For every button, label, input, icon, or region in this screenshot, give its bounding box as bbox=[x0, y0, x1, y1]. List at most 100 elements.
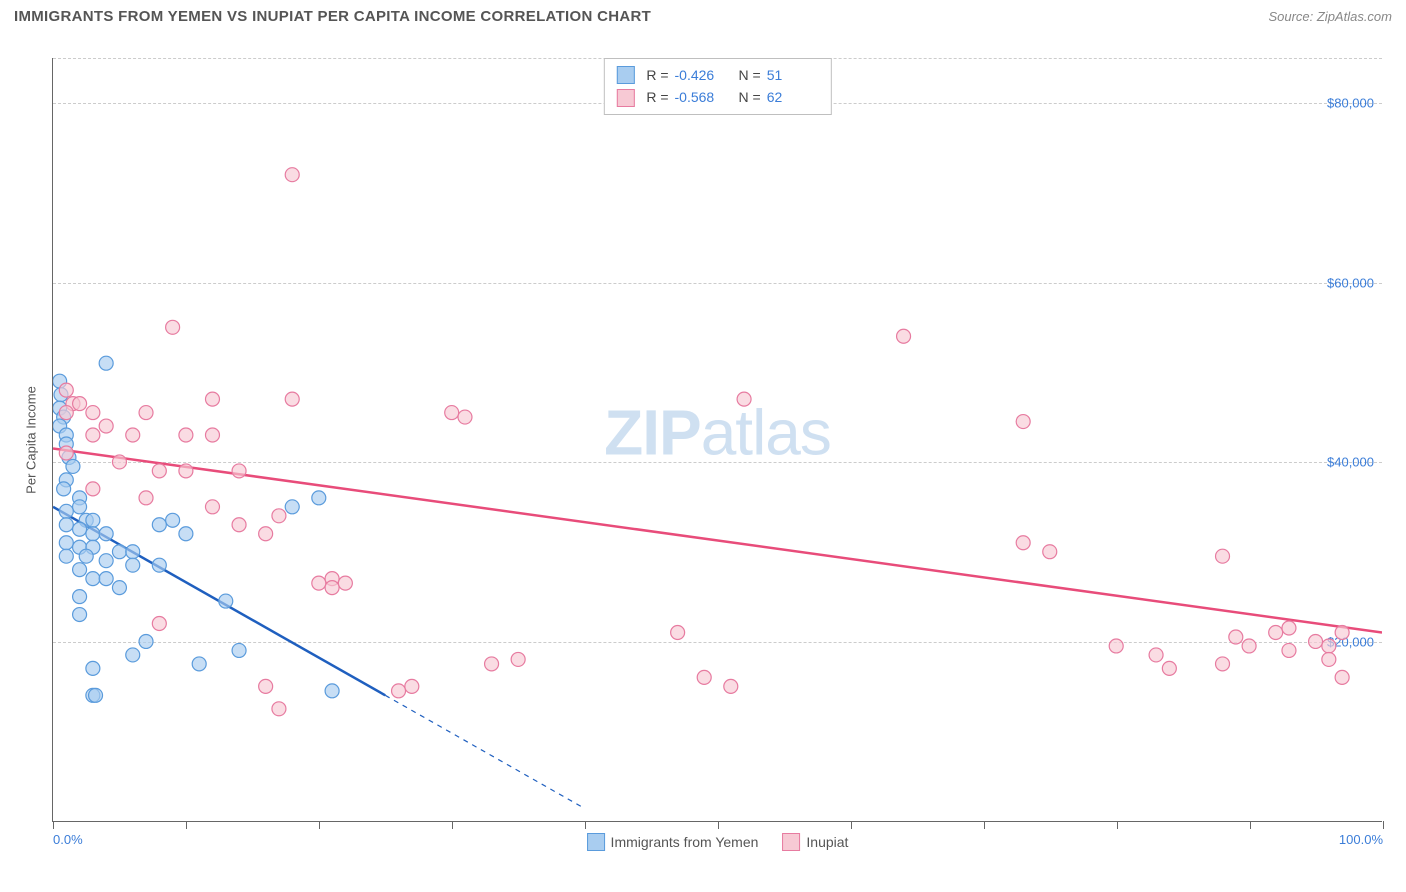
data-point bbox=[312, 491, 326, 505]
data-point bbox=[737, 392, 751, 406]
data-point bbox=[126, 648, 140, 662]
data-point bbox=[232, 464, 246, 478]
data-point bbox=[232, 518, 246, 532]
data-point bbox=[86, 572, 100, 586]
stat-r-value: -0.426 bbox=[675, 64, 727, 86]
data-point bbox=[205, 392, 219, 406]
data-point bbox=[724, 679, 738, 693]
x-tick bbox=[1250, 821, 1251, 829]
data-point bbox=[312, 576, 326, 590]
data-point bbox=[405, 679, 419, 693]
stats-legend-row: R = -0.568 N = 62 bbox=[616, 86, 818, 108]
data-point bbox=[66, 459, 80, 473]
data-point bbox=[112, 455, 126, 469]
x-tick bbox=[53, 821, 54, 829]
data-point bbox=[179, 527, 193, 541]
x-tick-label: 100.0% bbox=[1339, 832, 1383, 847]
x-tick bbox=[319, 821, 320, 829]
data-point bbox=[259, 679, 273, 693]
series-legend-label: Immigrants from Yemen bbox=[611, 834, 759, 850]
data-point bbox=[1322, 639, 1336, 653]
data-point bbox=[152, 464, 166, 478]
data-point bbox=[285, 168, 299, 182]
data-point bbox=[59, 383, 73, 397]
x-tick bbox=[718, 821, 719, 829]
data-point bbox=[338, 576, 352, 590]
data-point bbox=[1309, 634, 1323, 648]
data-point bbox=[59, 446, 73, 460]
data-point bbox=[1282, 643, 1296, 657]
stat-n-label: N = bbox=[739, 86, 761, 108]
data-point bbox=[99, 356, 113, 370]
x-tick bbox=[1383, 821, 1384, 829]
data-point bbox=[511, 652, 525, 666]
legend-swatch bbox=[782, 833, 800, 851]
data-point bbox=[179, 428, 193, 442]
series-legend-item: Inupiat bbox=[782, 833, 848, 851]
data-point bbox=[86, 661, 100, 675]
data-point bbox=[1149, 648, 1163, 662]
data-point bbox=[392, 684, 406, 698]
data-point bbox=[1335, 670, 1349, 684]
data-svg-layer bbox=[53, 58, 1382, 821]
chart-title: IMMIGRANTS FROM YEMEN VS INUPIAT PER CAP… bbox=[14, 8, 651, 25]
data-point bbox=[285, 392, 299, 406]
data-point bbox=[1162, 661, 1176, 675]
data-point bbox=[99, 419, 113, 433]
legend-swatch bbox=[616, 66, 634, 84]
data-point bbox=[99, 527, 113, 541]
stat-n-value: 62 bbox=[767, 86, 819, 108]
data-point bbox=[139, 634, 153, 648]
data-point bbox=[152, 518, 166, 532]
data-point bbox=[671, 626, 685, 640]
data-point bbox=[73, 500, 87, 514]
stat-r-label: R = bbox=[646, 86, 668, 108]
data-point bbox=[205, 428, 219, 442]
series-legend-label: Inupiat bbox=[806, 834, 848, 850]
data-point bbox=[1322, 652, 1336, 666]
data-point bbox=[259, 527, 273, 541]
data-point bbox=[86, 513, 100, 527]
data-point bbox=[1043, 545, 1057, 559]
stats-legend: R = -0.426 N = 51 R = -0.568 N = 62 bbox=[603, 58, 831, 115]
data-point bbox=[73, 397, 87, 411]
data-point bbox=[485, 657, 499, 671]
data-point bbox=[86, 482, 100, 496]
stats-legend-row: R = -0.426 N = 51 bbox=[616, 64, 818, 86]
regression-line-dashed bbox=[385, 695, 584, 808]
data-point bbox=[86, 428, 100, 442]
data-point bbox=[89, 688, 103, 702]
x-tick bbox=[1117, 821, 1118, 829]
source-attribution: Source: ZipAtlas.com bbox=[1268, 9, 1392, 24]
data-point bbox=[126, 428, 140, 442]
data-point bbox=[272, 509, 286, 523]
legend-swatch bbox=[587, 833, 605, 851]
data-point bbox=[126, 558, 140, 572]
data-point bbox=[1216, 657, 1230, 671]
data-point bbox=[59, 518, 73, 532]
data-point bbox=[1016, 536, 1030, 550]
data-point bbox=[1229, 630, 1243, 644]
data-point bbox=[166, 513, 180, 527]
data-point bbox=[73, 563, 87, 577]
legend-swatch bbox=[616, 89, 634, 107]
data-point bbox=[1282, 621, 1296, 635]
data-point bbox=[59, 504, 73, 518]
data-point bbox=[232, 643, 246, 657]
data-point bbox=[86, 527, 100, 541]
chart-container: Per Capita Income ZIPatlas R = -0.426 N … bbox=[14, 42, 1392, 880]
regression-line bbox=[53, 448, 1382, 632]
data-point bbox=[445, 406, 459, 420]
x-tick bbox=[452, 821, 453, 829]
stat-n-value: 51 bbox=[767, 64, 819, 86]
data-point bbox=[1109, 639, 1123, 653]
x-tick bbox=[186, 821, 187, 829]
data-point bbox=[697, 670, 711, 684]
data-point bbox=[192, 657, 206, 671]
data-point bbox=[139, 406, 153, 420]
data-point bbox=[152, 558, 166, 572]
data-point bbox=[272, 702, 286, 716]
data-point bbox=[285, 500, 299, 514]
data-point bbox=[205, 500, 219, 514]
x-tick-label: 0.0% bbox=[53, 832, 83, 847]
